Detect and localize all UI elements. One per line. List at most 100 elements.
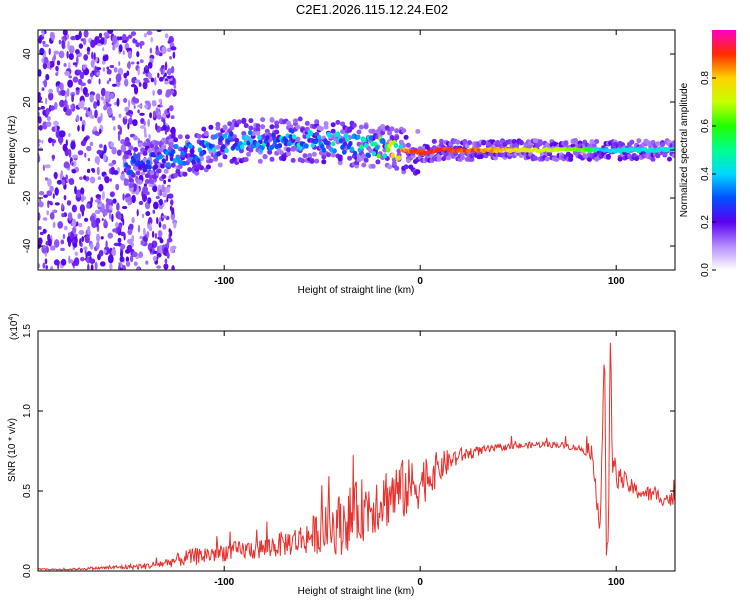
spectrogram-speckle xyxy=(152,209,156,214)
spectrogram-speckle xyxy=(47,200,53,205)
spectrogram-speckle xyxy=(117,67,124,76)
spectrogram-speckle xyxy=(98,183,104,192)
spectrogram-speckle xyxy=(132,119,138,127)
spectrogram-halo xyxy=(363,157,369,163)
spectrogram-halo xyxy=(274,129,280,135)
spectrogram-speckle xyxy=(39,47,45,56)
spectrogram-speckle xyxy=(79,247,83,253)
spectrogram-speckle xyxy=(113,125,116,131)
spectrogram-speckle xyxy=(168,89,175,95)
spectrogram-speckle xyxy=(42,62,48,70)
spectrogram-speckle xyxy=(146,231,150,238)
snr-plot-area xyxy=(38,331,675,571)
spectrogram-halo xyxy=(455,139,461,145)
spectrogram-speckle xyxy=(38,125,43,131)
spectrogram-speckle xyxy=(78,102,82,109)
spectrogram-speckle xyxy=(76,69,82,74)
spectrogram-speckle xyxy=(96,233,100,243)
spectrogram-halo xyxy=(415,128,421,134)
spectrogram-speckle xyxy=(152,255,157,262)
spectrogram-speckle xyxy=(125,261,131,267)
spectrogram-speckle xyxy=(50,105,55,111)
spectrogram-speckle xyxy=(136,61,140,65)
spectrogram-x-tick-label: -100 xyxy=(214,276,234,287)
spectrogram-speckle xyxy=(89,141,94,147)
spectrogram-speckle xyxy=(53,171,58,179)
spectrogram-speckle xyxy=(127,201,131,206)
spectrogram-speckle xyxy=(115,73,122,83)
spectrogram-speckle xyxy=(38,201,44,208)
spectrogram-speckle xyxy=(38,237,43,246)
spectrogram-speckle xyxy=(95,93,101,102)
spectrogram-speckle xyxy=(61,203,64,211)
spectrogram-halo xyxy=(307,153,313,158)
spectrogram-speckle xyxy=(42,228,47,234)
spectrogram-speckle xyxy=(109,178,113,182)
spectrogram-speckle xyxy=(60,239,65,245)
spectrogram-speckle xyxy=(91,51,94,60)
spectrogram-halo xyxy=(370,128,376,134)
spectrogram-speckle xyxy=(38,95,42,102)
spectrogram-speckle xyxy=(154,77,157,86)
spectrogram-speckle xyxy=(153,201,159,210)
spectrogram-ridge-point xyxy=(363,142,369,148)
spectrogram-speckle xyxy=(56,85,60,93)
spectrogram-speckle xyxy=(62,233,66,240)
spectrogram-speckle xyxy=(164,258,168,264)
spectrogram-speckle xyxy=(65,110,72,116)
spectrogram-speckle xyxy=(58,39,62,45)
spectrogram-speckle xyxy=(132,38,136,44)
spectrogram-speckle xyxy=(52,209,58,214)
spectrogram-halo xyxy=(401,169,407,175)
spectrogram-halo xyxy=(405,142,411,148)
spectrogram-speckle xyxy=(67,212,73,221)
spectrogram-ridge-point xyxy=(171,149,176,155)
spectrogram-ridge-point xyxy=(371,151,377,157)
snr-x-tick-label: 0 xyxy=(417,577,423,588)
spectrogram-ridge-point xyxy=(335,131,341,137)
spectrogram-xlabel: Height of straight line (km) xyxy=(298,285,415,296)
spectrogram-halo xyxy=(215,125,221,131)
spectrogram-halo xyxy=(594,139,600,144)
spectrogram-halo xyxy=(370,163,376,169)
spectrogram-speckle xyxy=(147,197,152,204)
colorbar-tick-label: 0.8 xyxy=(700,71,711,85)
spectrogram-speckle xyxy=(70,35,77,41)
spectrogram-speckle xyxy=(80,82,86,87)
spectrogram-speckle xyxy=(43,56,49,64)
spectrogram-ridge-point xyxy=(331,141,336,147)
spectrogram-ridge-point xyxy=(188,143,193,149)
spectrogram-speckle xyxy=(152,185,158,193)
spectrogram-ridge-point xyxy=(219,135,224,141)
spectrogram-halo xyxy=(671,153,675,158)
spectrogram-speckle xyxy=(53,120,59,126)
spectrogram-halo xyxy=(161,144,167,150)
snr-x-tick-label: 100 xyxy=(608,577,625,588)
spectrogram-speckle xyxy=(137,267,140,270)
snr-y-tick-label: 1.5 xyxy=(22,324,33,338)
spectrogram-speckle xyxy=(55,65,59,72)
spectrogram-speckle xyxy=(68,61,71,70)
spectrogram-ridge-point xyxy=(166,162,171,168)
spectrogram-speckle xyxy=(111,146,117,155)
spectrogram-speckle xyxy=(89,215,95,223)
spectrogram-speckle xyxy=(96,166,100,176)
spectrogram-halo xyxy=(318,126,324,132)
spectrogram-speckle xyxy=(74,251,79,256)
spectrogram-speckle xyxy=(50,265,54,270)
spectrogram-halo xyxy=(375,159,381,165)
spectrogram-speckle xyxy=(38,69,42,77)
spectrogram-speckle xyxy=(95,209,99,214)
spectrogram-speckle xyxy=(142,186,149,194)
spectrogram-speckle xyxy=(68,75,73,79)
spectrogram-speckle xyxy=(132,251,138,257)
spectrogram-halo xyxy=(363,124,369,130)
spectrogram-speckle xyxy=(38,263,41,269)
spectrogram-halo xyxy=(295,136,301,142)
spectrogram-halo xyxy=(387,130,393,136)
spectrogram-halo xyxy=(231,134,237,140)
spectrogram-ridge-point xyxy=(153,164,159,170)
spectrogram-speckle xyxy=(101,191,105,201)
spectrogram-speckle xyxy=(131,194,136,204)
spectrogram-speckle xyxy=(112,35,118,45)
